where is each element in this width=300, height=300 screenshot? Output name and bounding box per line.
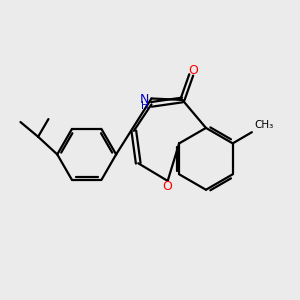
Text: H: H	[141, 101, 149, 111]
Text: N: N	[140, 93, 149, 106]
Text: O: O	[163, 180, 172, 193]
Text: O: O	[188, 64, 198, 77]
Text: CH₃: CH₃	[254, 120, 273, 130]
